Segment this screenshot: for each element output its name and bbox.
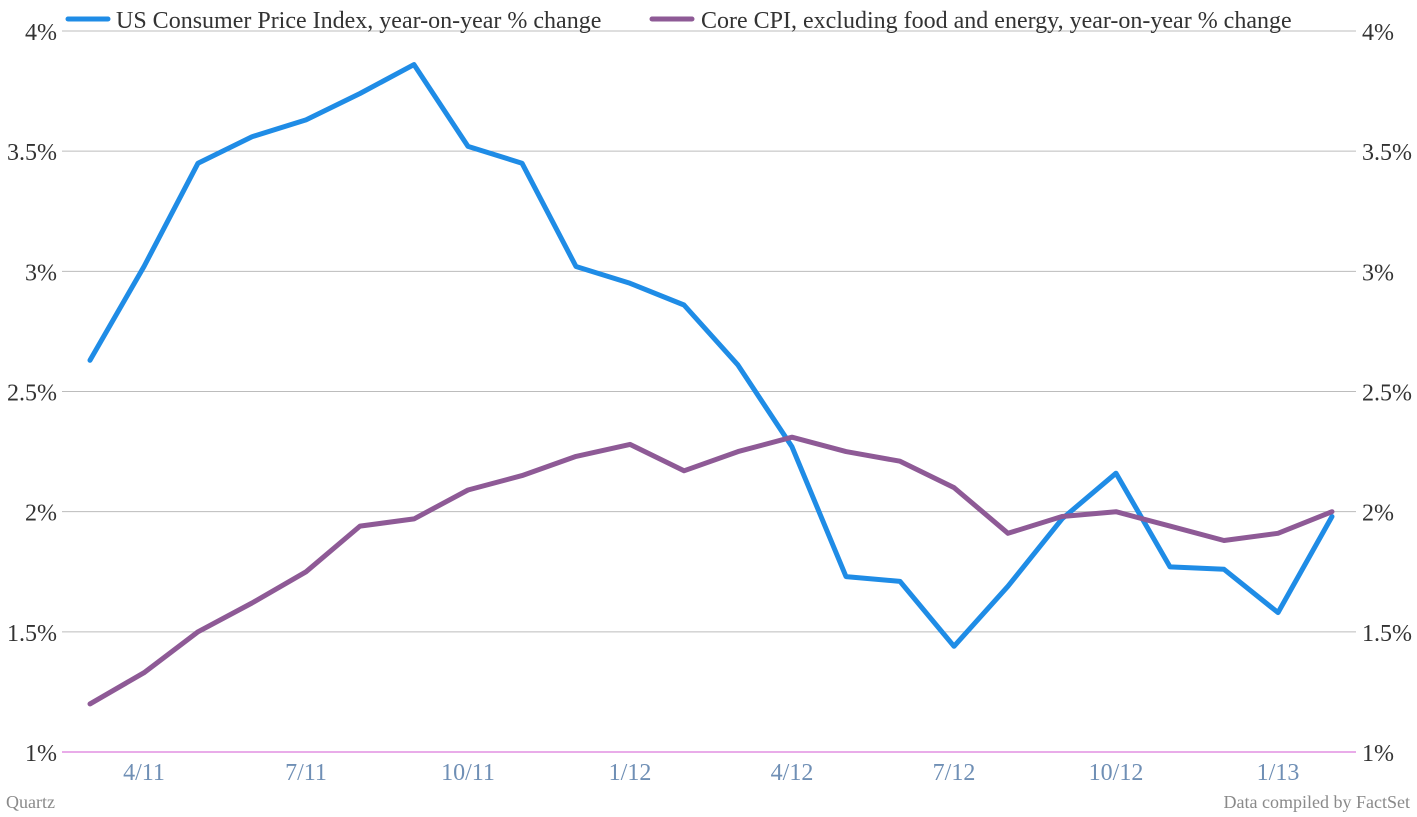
- y-tick-label-right: 1.5%: [1362, 621, 1412, 647]
- gridlines: [62, 30, 1356, 753]
- y-tick-label-right: 2.5%: [1362, 381, 1412, 407]
- x-tick-label: 7/12: [933, 760, 976, 786]
- y-axis-right: 1% 1.5% 2% 2.5% 3% 3.5% 4%: [1362, 20, 1412, 767]
- x-tick-label: 1/13: [1257, 760, 1300, 786]
- legend-label-cpi: US Consumer Price Index, year-on-year % …: [116, 8, 601, 34]
- source-right: Data compiled by FactSet: [1224, 792, 1410, 812]
- y-tick-label-left: 3%: [25, 260, 57, 286]
- y-tick-label-right: 2%: [1362, 501, 1394, 527]
- y-tick-label-right: 3%: [1362, 260, 1394, 286]
- source-left: Quartz: [6, 792, 55, 812]
- x-tick-label: 1/12: [609, 760, 652, 786]
- x-tick-label: 4/12: [771, 760, 814, 786]
- legend: US Consumer Price Index, year-on-year % …: [65, 8, 1292, 34]
- core-cpi-line: [87, 434, 1335, 707]
- y-axis-left: 1% 1.5% 2% 2.5% 3% 3.5% 4%: [7, 20, 57, 767]
- cpi-line: [87, 62, 1335, 649]
- series-lines: [87, 62, 1335, 707]
- y-tick-label-left: 2.5%: [7, 381, 57, 407]
- y-tick-label-right: 1%: [1362, 741, 1394, 767]
- y-tick-label-right: 3.5%: [1362, 140, 1412, 166]
- x-tick-label: 10/12: [1089, 760, 1144, 786]
- x-tick-label: 10/11: [441, 760, 495, 786]
- y-tick-label-left: 1%: [25, 741, 57, 767]
- x-tick-label: 4/11: [123, 760, 165, 786]
- y-tick-label-left: 3.5%: [7, 140, 57, 166]
- legend-label-core-cpi: Core CPI, excluding food and energy, yea…: [701, 8, 1292, 34]
- x-axis: 4/11 7/11 10/11 1/12 4/12 7/12 10/12 1/13: [123, 760, 1299, 786]
- y-tick-label-left: 2%: [25, 501, 57, 527]
- y-tick-label-left: 1.5%: [7, 621, 57, 647]
- y-tick-label-left: 4%: [25, 20, 57, 46]
- x-tick-label: 7/11: [285, 760, 327, 786]
- y-tick-label-right: 4%: [1362, 20, 1394, 46]
